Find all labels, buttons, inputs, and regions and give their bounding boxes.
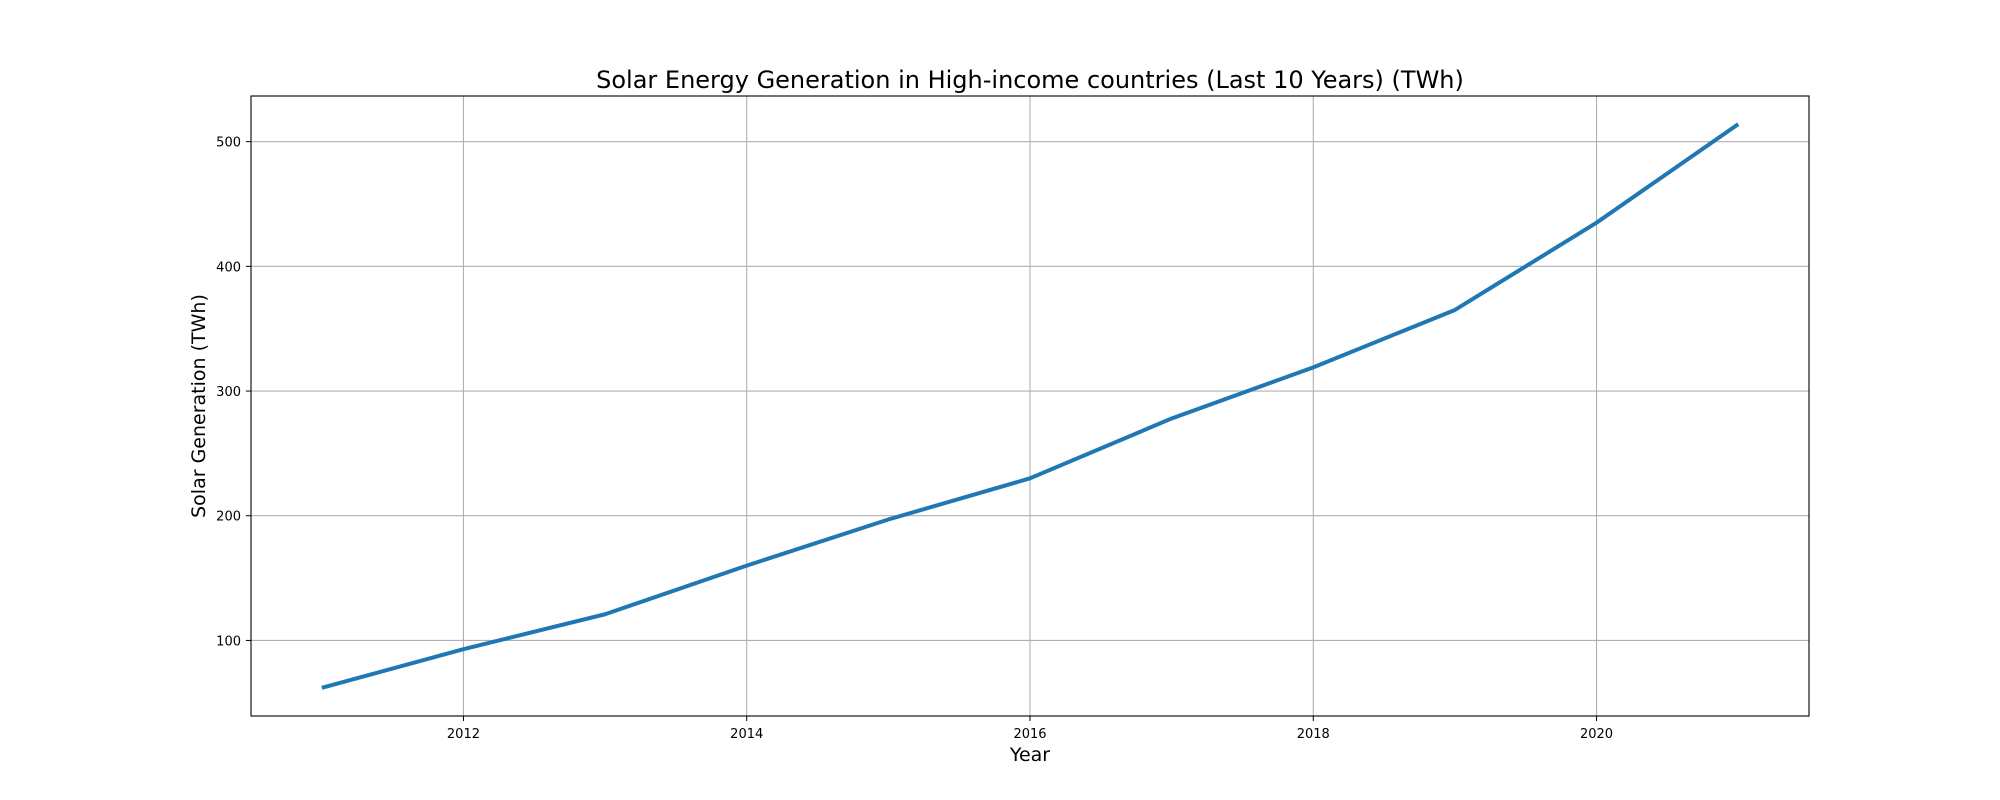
y-tick-label: 200 — [216, 510, 241, 525]
x-tick-label: 2014 — [730, 727, 763, 742]
x-axis-label: Year — [1009, 744, 1050, 766]
y-tick-label: 500 — [216, 136, 241, 151]
x-tick-label: 2012 — [447, 727, 480, 742]
x-tick-label: 2020 — [1580, 727, 1613, 742]
x-tick-label: 2018 — [1297, 727, 1330, 742]
chart-title: Solar Energy Generation in High-income c… — [596, 66, 1464, 94]
series-line-0 — [321, 122, 1740, 690]
y-tick-label: 400 — [216, 260, 241, 275]
series-layer — [321, 122, 1740, 690]
x-tick-label: 2016 — [1013, 727, 1046, 742]
y-axis-label: Solar Generation (TWh) — [188, 294, 210, 518]
axis-ticks: 2012 2014 2016 2018 2020 100 200 300 400 500 — [216, 136, 1613, 742]
y-tick-label: 300 — [216, 385, 241, 400]
y-tick-label: 100 — [216, 634, 241, 649]
grid-lines — [251, 96, 1809, 716]
